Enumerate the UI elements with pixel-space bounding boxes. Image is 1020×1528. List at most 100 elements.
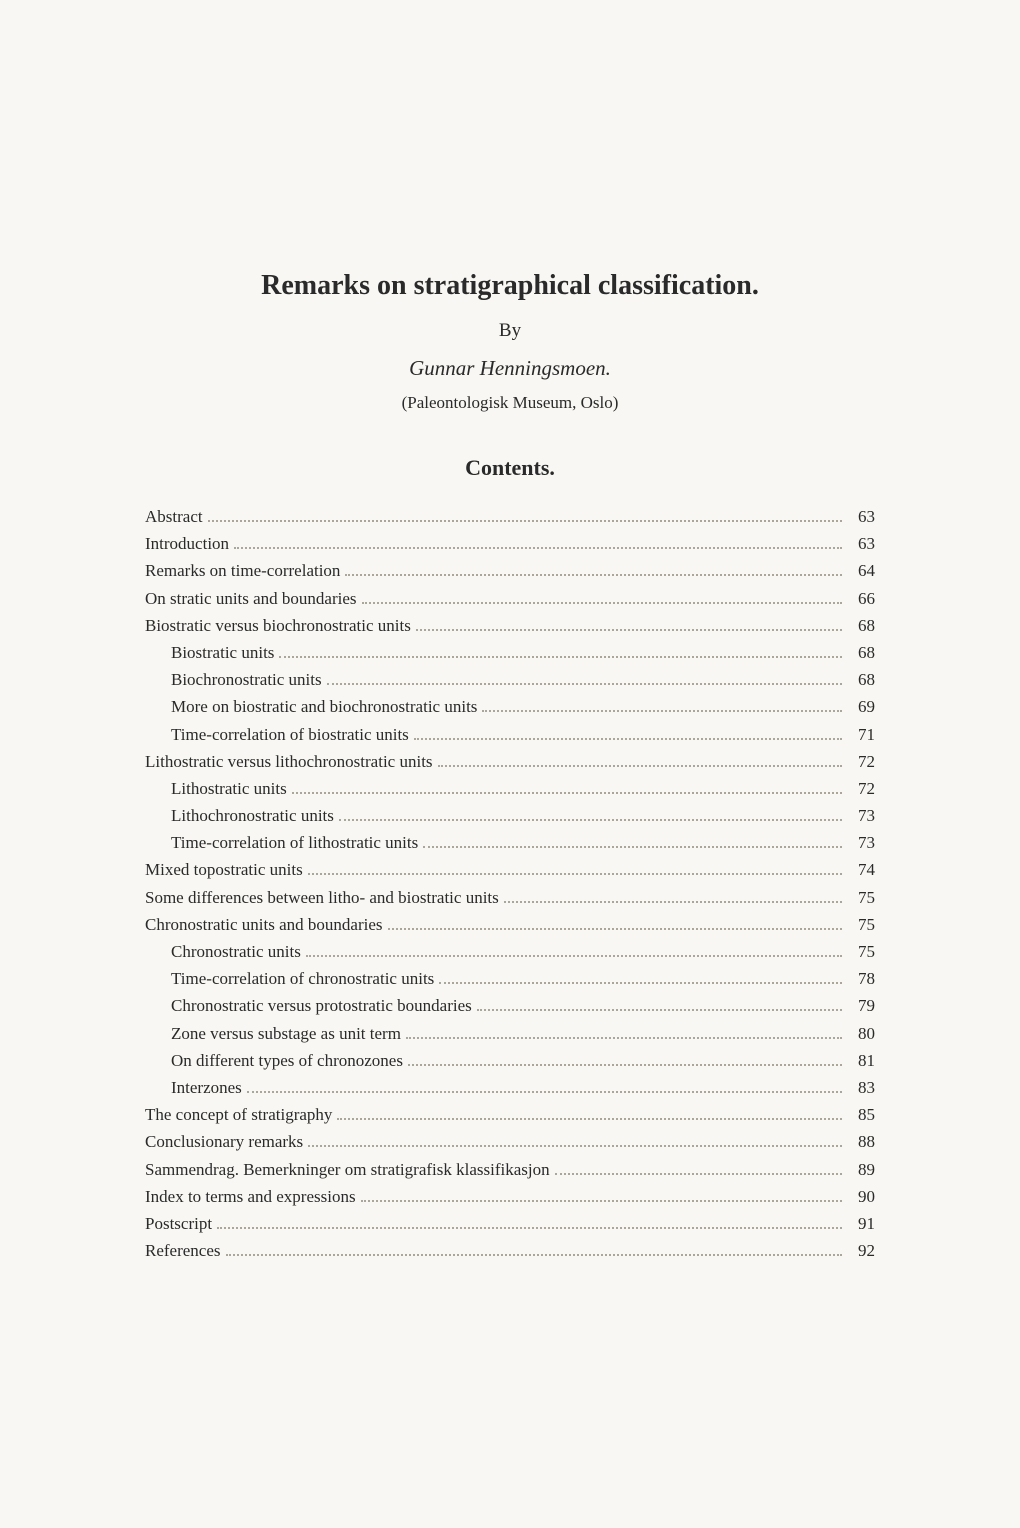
toc-leader-dots: [361, 1200, 842, 1202]
toc-entry-page: 83: [847, 1074, 875, 1101]
toc-row: Postscript91: [145, 1210, 875, 1237]
toc-row: Lithochronostratic units 73: [145, 802, 875, 829]
toc-row: Lithostratic versus lithochronostratic u…: [145, 748, 875, 775]
toc-leader-dots: [438, 765, 842, 767]
toc-leader-dots: [439, 982, 842, 984]
toc-entry-page: 78: [847, 965, 875, 992]
toc-entry-label: Zone versus substage as unit term: [171, 1020, 401, 1047]
toc-entry-label: Abstract: [145, 503, 203, 530]
toc-entry-label: Postscript: [145, 1210, 212, 1237]
toc-entry-label: Lithostratic versus lithochronostratic u…: [145, 748, 433, 775]
toc-entry-page: 75: [847, 884, 875, 911]
toc-row: Conclusionary remarks 88: [145, 1128, 875, 1155]
toc-row: Abstract 63: [145, 503, 875, 530]
toc-row: References92: [145, 1237, 875, 1264]
toc-row: On stratic units and boundaries 66: [145, 585, 875, 612]
toc-row: More on biostratic and biochronostratic …: [145, 693, 875, 720]
toc-row: Mixed topostratic units 74: [145, 856, 875, 883]
toc-leader-dots: [345, 574, 842, 576]
toc-leader-dots: [217, 1227, 842, 1229]
toc-entry-page: 63: [847, 503, 875, 530]
toc-entry-page: 85: [847, 1101, 875, 1128]
toc-entry-label: Biochronostratic units: [171, 666, 322, 693]
toc-entry-page: 75: [847, 911, 875, 938]
toc-row: Biostratic units 68: [145, 639, 875, 666]
toc-leader-dots: [247, 1091, 842, 1093]
toc-leader-dots: [226, 1254, 842, 1256]
toc-entry-page: 79: [847, 992, 875, 1019]
toc-entry-page: 80: [847, 1020, 875, 1047]
toc-entry-label: Biostratic versus biochronostratic units: [145, 612, 411, 639]
toc-entry-page: 66: [847, 585, 875, 612]
toc-entry-label: Lithostratic units: [171, 775, 287, 802]
toc-entry-page: 72: [847, 775, 875, 802]
toc-entry-page: 75: [847, 938, 875, 965]
toc-entry-page: 88: [847, 1128, 875, 1155]
toc-entry-label: Chronostratic units and boundaries: [145, 911, 383, 938]
toc-leader-dots: [306, 955, 842, 957]
toc-entry-page: 89: [847, 1156, 875, 1183]
toc-entry-page: 64: [847, 557, 875, 584]
toc-leader-dots: [327, 683, 842, 685]
toc-entry-label: The concept of stratigraphy: [145, 1101, 332, 1128]
toc-entry-page: 69: [847, 693, 875, 720]
toc-entry-label: Time-correlation of biostratic units: [171, 721, 409, 748]
author-name: Gunnar Henningsmoen.: [145, 356, 875, 381]
document-title: Remarks on stratigraphical classificatio…: [145, 270, 875, 302]
toc-row: Zone versus substage as unit term 80: [145, 1020, 875, 1047]
toc-entry-label: More on biostratic and biochronostratic …: [171, 693, 477, 720]
toc-entry-page: 73: [847, 829, 875, 856]
toc-leader-dots: [408, 1064, 842, 1066]
toc-entry-label: On stratic units and boundaries: [145, 585, 357, 612]
toc-entry-label: Some differences between litho- and bios…: [145, 884, 499, 911]
toc-entry-label: Mixed topostratic units: [145, 856, 303, 883]
toc-entry-label: Time-correlation of lithostratic units: [171, 829, 418, 856]
toc-entry-label: Sammendrag. Bemerkninger om stratigrafis…: [145, 1156, 550, 1183]
toc-row: Biostratic versus biochronostratic units…: [145, 612, 875, 639]
toc-row: Biochronostratic units 68: [145, 666, 875, 693]
toc-row: On different types of chronozones 81: [145, 1047, 875, 1074]
toc-row: Sammendrag. Bemerkninger om stratigrafis…: [145, 1156, 875, 1183]
toc-row: Introduction63: [145, 530, 875, 557]
toc-leader-dots: [362, 602, 842, 604]
table-of-contents: Abstract 63Introduction63Remarks on time-…: [145, 503, 875, 1264]
toc-entry-label: Lithochronostratic units: [171, 802, 334, 829]
toc-row: Time-correlation of lithostratic units 73: [145, 829, 875, 856]
toc-row: Remarks on time-correlation 64: [145, 557, 875, 584]
toc-entry-page: 81: [847, 1047, 875, 1074]
toc-entry-page: 71: [847, 721, 875, 748]
toc-row: Chronostratic units 75: [145, 938, 875, 965]
toc-entry-label: On different types of chronozones: [171, 1047, 403, 1074]
toc-leader-dots: [234, 547, 842, 549]
toc-row: Index to terms and expressions 90: [145, 1183, 875, 1210]
toc-row: The concept of stratigraphy 85: [145, 1101, 875, 1128]
toc-leader-dots: [337, 1118, 842, 1120]
toc-entry-label: Conclusionary remarks: [145, 1128, 303, 1155]
toc-leader-dots: [416, 629, 842, 631]
toc-leader-dots: [423, 846, 842, 848]
toc-entry-label: Index to terms and expressions: [145, 1183, 356, 1210]
toc-row: Chronostratic units and boundaries 75: [145, 911, 875, 938]
toc-entry-page: 68: [847, 666, 875, 693]
contents-heading: Contents.: [145, 455, 875, 481]
toc-entry-page: 90: [847, 1183, 875, 1210]
toc-entry-page: 74: [847, 856, 875, 883]
toc-entry-label: Chronostratic versus protostratic bounda…: [171, 992, 472, 1019]
toc-entry-label: Chronostratic units: [171, 938, 301, 965]
toc-entry-label: Biostratic units: [171, 639, 274, 666]
author-affiliation: (Paleontologisk Museum, Oslo): [145, 393, 875, 413]
toc-leader-dots: [388, 928, 843, 930]
toc-entry-label: Introduction: [145, 530, 229, 557]
toc-entry-page: 73: [847, 802, 875, 829]
toc-leader-dots: [504, 901, 842, 903]
toc-row: Time-correlation of chronostratic units7…: [145, 965, 875, 992]
toc-entry-page: 68: [847, 639, 875, 666]
toc-entry-label: Interzones: [171, 1074, 242, 1101]
toc-entry-label: Remarks on time-correlation: [145, 557, 340, 584]
toc-leader-dots: [477, 1009, 842, 1011]
toc-leader-dots: [482, 710, 842, 712]
toc-row: Interzones 83: [145, 1074, 875, 1101]
toc-entry-page: 68: [847, 612, 875, 639]
toc-row: Time-correlation of biostratic units 71: [145, 721, 875, 748]
toc-leader-dots: [208, 520, 842, 522]
